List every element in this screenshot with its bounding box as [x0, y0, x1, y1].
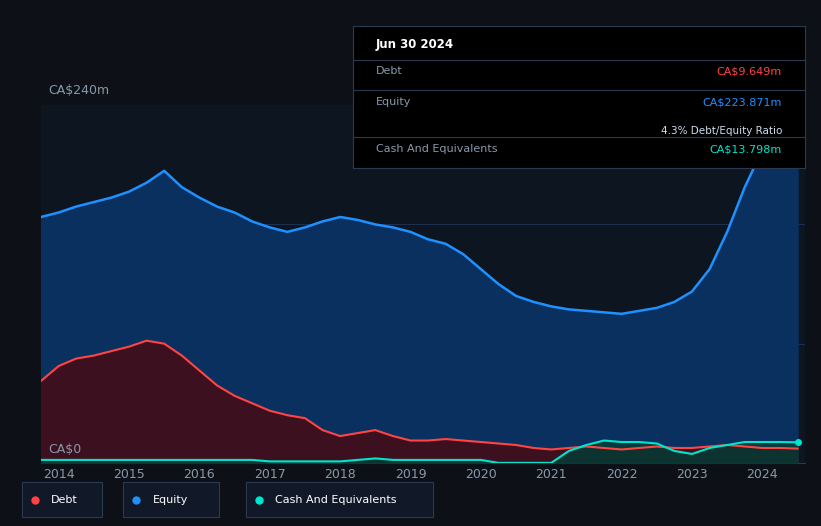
- FancyBboxPatch shape: [246, 482, 433, 518]
- Text: CA$0: CA$0: [48, 443, 82, 456]
- Text: Equity: Equity: [153, 494, 188, 505]
- Text: 4.3% Debt/Equity Ratio: 4.3% Debt/Equity Ratio: [661, 126, 782, 136]
- Text: Cash And Equivalents: Cash And Equivalents: [376, 144, 497, 154]
- Text: Jun 30 2024: Jun 30 2024: [376, 38, 454, 50]
- Text: Cash And Equivalents: Cash And Equivalents: [275, 494, 397, 505]
- FancyBboxPatch shape: [123, 482, 219, 518]
- Text: Debt: Debt: [376, 66, 402, 76]
- Text: CA$13.798m: CA$13.798m: [709, 144, 782, 154]
- Text: Equity: Equity: [376, 97, 411, 107]
- Text: CA$223.871m: CA$223.871m: [703, 97, 782, 107]
- Text: Debt: Debt: [51, 494, 78, 505]
- Text: CA$9.649m: CA$9.649m: [717, 66, 782, 76]
- FancyBboxPatch shape: [22, 482, 102, 518]
- Text: CA$240m: CA$240m: [48, 84, 110, 97]
